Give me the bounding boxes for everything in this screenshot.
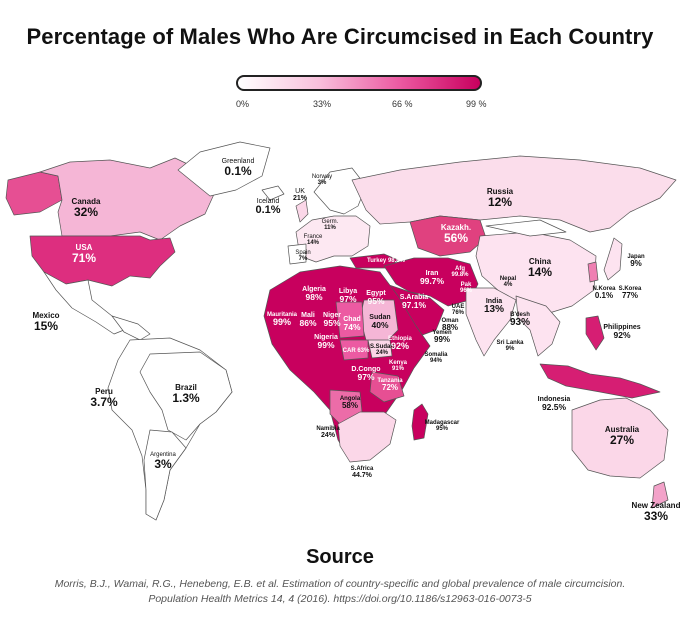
label-peru: Peru 3.7% [90,387,118,410]
region-japan [603,237,623,281]
label-nigeria: Nigeria 99% [314,334,338,351]
legend-tick-33: 33% [313,99,332,109]
label-car: CAR 63% [342,348,370,354]
region-australia [571,397,669,479]
label-niger: Niger 95% [323,312,341,329]
label-norway: Norway 3% [311,174,333,187]
region-southern-africa [337,411,397,463]
region-south-sudan [367,339,393,359]
region-greenland [177,141,271,197]
region-russia [351,155,677,233]
label-madagascar: Madagascar 95% [424,420,460,433]
region-southeast-asia [515,295,561,357]
color-scale-bar [236,75,482,91]
label-brazil: Brazil 1.3% [172,383,200,406]
label-north-korea: N.Korea 0.1% [592,286,616,301]
label-algeria: Algeria 98% [302,286,326,303]
label-iran: Iran 99.7% [419,270,445,287]
label-chad: Chad 74% [343,316,361,333]
legend-tick-0: 0% [236,99,250,109]
label-oman: Oman 88% [441,318,459,333]
region-chad [335,301,365,339]
citation-line-2: Population Health Metrics 14, 4 (2016). … [148,593,532,606]
label-kenya: Kenya 91% [388,360,408,373]
legend-tick-66: 66 % [392,99,413,109]
label-south-korea: S.Korea 77% [618,286,642,301]
label-france: France 14% [303,234,323,247]
source-heading: Source [306,546,374,568]
label-india: India 13% [483,298,505,316]
region-spain [287,243,307,265]
label-indonesia: Indonesia 92.5% [537,396,571,413]
label-south-africa: S.Africa 44.7% [350,466,374,480]
label-afghanistan: Afg 99.8% [451,266,469,279]
label-usa: USA 71% [71,243,97,266]
label-mauritania: Mauritania 99% [266,312,298,328]
label-bangladesh: B'desh 93% [509,312,531,329]
label-australia: Australia 27% [604,425,640,448]
label-saudi-arabia: S.Arabia 97.1% [399,294,429,311]
label-nepal: Nepal 4% [499,276,517,289]
region-philippines [585,315,605,351]
label-china: China 14% [527,257,553,280]
label-iceland: Iceland 0.1% [255,198,281,217]
label-angola: Angola 58% [339,396,361,411]
label-new-zealand: New Zealand 33% [631,501,680,524]
region-europe [295,215,371,263]
label-russia: Russia 12% [486,187,514,210]
region-iceland [261,185,285,201]
region-indonesia [539,363,661,399]
label-germany: Germ. 11% [321,219,339,232]
label-pakistan: Pak 96% [459,282,473,295]
label-kazakhstan: Kazakh. 56% [440,223,472,246]
map-title: Percentage of Males Who Are Circumcised … [26,24,654,49]
label-argentina: Argentina 3% [150,452,176,472]
region-new-zealand [651,481,669,509]
region-uk [295,199,309,223]
label-somalia: Somalia 94% [424,352,448,365]
label-libya: Libya 97% [338,288,358,305]
citation: Morris, B.J., Wamai, R.G., Henebeng, E.B… [0,577,680,607]
region-central-america [111,315,151,341]
label-mali: Mali 86% [299,312,317,329]
region-car [339,339,369,361]
region-brazil [139,351,233,441]
citation-line-1: Morris, B.J., Wamai, R.G., Henebeng, E.B… [54,578,626,590]
label-mexico: Mexico 15% [32,311,60,334]
label-namibia: Namibia 24% [316,426,340,440]
region-tanzania [369,371,405,403]
label-greenland: Greenland 0.1% [221,158,255,179]
label-sudan: Sudan 40% [369,314,391,331]
label-south-sudan: S.Sudan 24% [369,344,395,357]
region-mongolia [485,219,567,237]
region-argentina [143,429,187,521]
world-map [5,141,677,521]
region-canada [39,157,216,241]
label-ethiopia: Ethiopia 92% [388,336,412,352]
label-philippines: Philippines 92% [603,324,641,341]
region-korea [587,261,599,283]
label-tanzania: Tanzania 72% [377,378,403,393]
region-alaska [5,171,63,216]
label-canada: Canada 32% [71,197,101,220]
label-uk: UK 21% [292,188,308,203]
region-madagascar [411,403,429,441]
region-china [475,231,597,315]
label-japan: Japan 9% [627,254,645,269]
label-sri-lanka: Sri Lanka 9% [496,340,524,353]
label-spain: Spain 7% [295,250,311,263]
label-turkey: Turkey 98.6% [367,258,405,264]
legend-tick-99: 99 % [466,99,487,109]
label-yemen: Yemen 99% [432,330,452,345]
label-egypt: Egypt 95% [366,290,386,307]
label-dcongo: D.Congo 97% [351,366,381,383]
region-india [465,287,517,357]
label-uae: UAE 76% [451,304,465,317]
